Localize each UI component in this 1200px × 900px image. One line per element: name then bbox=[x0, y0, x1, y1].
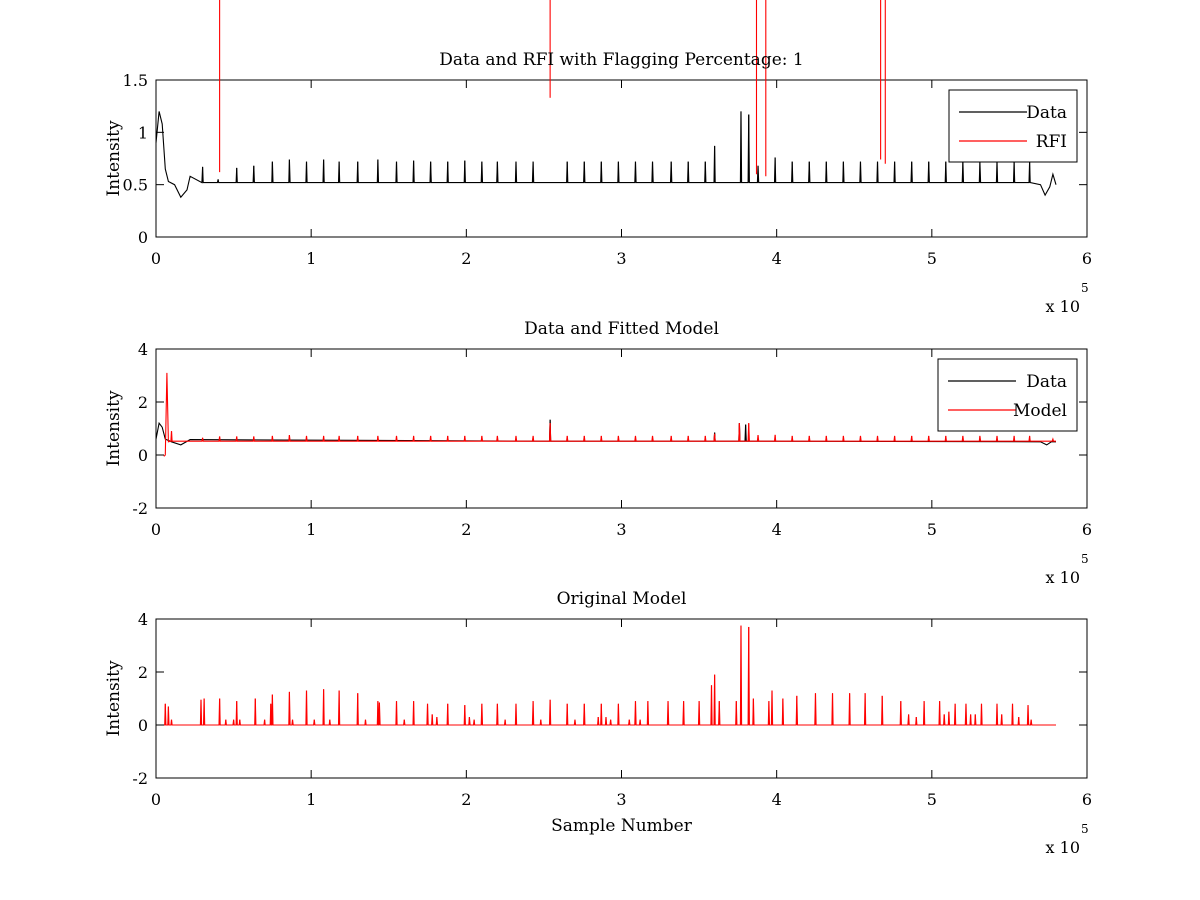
series-line-series bbox=[163, 625, 1056, 726]
x-tick-label: 0 bbox=[151, 249, 161, 268]
x-multiplier: x 10 bbox=[1046, 568, 1080, 587]
y-tick-label: -2 bbox=[132, 499, 148, 518]
x-tick-label: 6 bbox=[1082, 520, 1092, 539]
x-tick-label: 0 bbox=[151, 520, 161, 539]
y-axis-label: Intensity bbox=[104, 660, 124, 736]
y-tick-label: 0 bbox=[138, 228, 148, 247]
chart-title: Original Model bbox=[557, 589, 687, 609]
legend-label: Model bbox=[1013, 401, 1067, 421]
x-axis-label: Sample Number bbox=[551, 816, 693, 836]
x-multiplier: x 10 bbox=[1046, 838, 1080, 857]
x-multiplier-exponent: 5 bbox=[1081, 822, 1089, 836]
axes-box bbox=[155, 79, 1088, 238]
legend: Data RFI bbox=[948, 89, 1078, 163]
y-tick-label: 0.5 bbox=[123, 176, 148, 195]
y-tick-label: 4 bbox=[138, 340, 148, 359]
x-tick-label: 1 bbox=[306, 249, 316, 268]
axes-box bbox=[155, 618, 1088, 779]
legend-label: Data bbox=[1026, 103, 1067, 123]
x-multiplier-exponent: 5 bbox=[1081, 552, 1089, 566]
legend: Data Model bbox=[937, 358, 1078, 432]
axes-box bbox=[155, 348, 1088, 509]
x-tick-label: 1 bbox=[306, 790, 316, 809]
x-tick-label: 4 bbox=[772, 520, 782, 539]
x-multiplier: x 10 bbox=[1046, 297, 1080, 316]
x-tick-label: 4 bbox=[772, 790, 782, 809]
x-tick-label: 2 bbox=[461, 249, 471, 268]
chart-title: Data and RFI with Flagging Percentage: 1 bbox=[439, 50, 803, 70]
series-group bbox=[156, 0, 1057, 199]
y-tick-label: 0 bbox=[138, 716, 148, 735]
legend-box bbox=[948, 89, 1078, 163]
y-tick-label: -2 bbox=[132, 769, 148, 788]
x-tick-label: 4 bbox=[772, 249, 782, 268]
chart-title: Data and Fitted Model bbox=[524, 319, 719, 339]
x-tick-label: 1 bbox=[306, 520, 316, 539]
x-multiplier-exponent: 5 bbox=[1081, 281, 1089, 295]
x-tick-label: 5 bbox=[927, 520, 937, 539]
x-tick-label: 3 bbox=[616, 790, 626, 809]
x-tick-label: 6 bbox=[1082, 790, 1092, 809]
subplot-1: 0 1 2 3 4 5 6 0 0.5 1 1.5 Data and RFI with Flaggin… bbox=[104, 0, 1092, 316]
y-tick-label: 4 bbox=[138, 610, 148, 629]
y-axis-label: Intensity bbox=[104, 390, 124, 466]
y-tick-label: 2 bbox=[138, 393, 148, 412]
y-axis-label: Intensity bbox=[104, 120, 124, 196]
legend-label: Data bbox=[1026, 372, 1067, 392]
x-tick-label: 6 bbox=[1082, 249, 1092, 268]
legend-label: RFI bbox=[1036, 132, 1067, 152]
y-tick-label: 2 bbox=[138, 663, 148, 682]
x-tick-label: 3 bbox=[616, 520, 626, 539]
series-group bbox=[163, 625, 1056, 726]
y-tick-label: 1 bbox=[138, 123, 148, 142]
x-tick-label: 5 bbox=[927, 249, 937, 268]
x-tick-label: 5 bbox=[927, 790, 937, 809]
x-tick-label: 3 bbox=[616, 249, 626, 268]
x-tick-label: 0 bbox=[151, 790, 161, 809]
series-group bbox=[155, 372, 1056, 457]
y-tick-label: 0 bbox=[138, 446, 148, 465]
legend-box bbox=[937, 358, 1078, 432]
y-tick-label: 1.5 bbox=[123, 71, 148, 90]
x-tick-label: 2 bbox=[461, 790, 471, 809]
x-tick-label: 2 bbox=[461, 520, 471, 539]
